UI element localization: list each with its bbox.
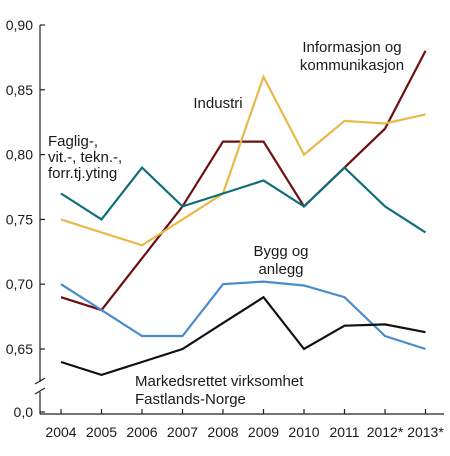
- x-tick-label: 2004: [45, 424, 76, 440]
- series-label-4: Markedsrettet virksomhet: [135, 373, 304, 390]
- x-tick-label: 2005: [86, 424, 117, 440]
- x-tick-label: 2010: [288, 424, 319, 440]
- series-label-2: forr.tj.yting: [48, 165, 117, 182]
- y-tick-label: 0,90: [6, 17, 33, 33]
- series-label-3: Bygg og: [253, 243, 308, 260]
- series-line-3: [60, 280, 426, 351]
- series-label-2: vit.-, tekn.-,: [48, 149, 122, 166]
- y-tick-label: 0,65: [6, 341, 33, 357]
- axis-break-mark: [34, 377, 46, 385]
- y-tick-label: 0,0: [14, 404, 34, 420]
- series-line-2: [60, 165, 427, 234]
- axes: 0,0 0,65 0,70 0,75 0,80 0,85 0,90 2004 2005 2006 2…: [6, 17, 445, 440]
- y-tick-label: 0,80: [6, 147, 33, 163]
- x-tick-label: 2007: [167, 424, 198, 440]
- x-tick-label: 2012*: [367, 424, 404, 440]
- series-line-1: [60, 74, 426, 247]
- series-label-0: kommunikasjon: [300, 57, 404, 74]
- x-tick-label: 2008: [207, 424, 238, 440]
- series-label-0: Informasjon og: [302, 39, 401, 56]
- y-tick-label: 0,70: [6, 276, 33, 292]
- series-lines: [60, 50, 427, 377]
- axis-break-mark: [34, 387, 46, 395]
- y-tick-label: 0,75: [6, 211, 33, 227]
- series-line-0: [60, 50, 427, 312]
- x-tick-label: 2009: [248, 424, 279, 440]
- x-tick-label: 2011: [329, 424, 359, 440]
- series-label-4: Fastlands-Norge: [135, 391, 246, 408]
- series-label-3: anlegg: [258, 261, 303, 278]
- x-tick-label: 2013*: [407, 424, 444, 440]
- x-tick-label: 2006: [126, 424, 157, 440]
- y-tick-label: 0,85: [6, 82, 33, 98]
- series-label-1: Industri: [193, 95, 242, 112]
- series-line-4: [60, 295, 426, 377]
- series-label-2: Faglig-,: [48, 133, 98, 150]
